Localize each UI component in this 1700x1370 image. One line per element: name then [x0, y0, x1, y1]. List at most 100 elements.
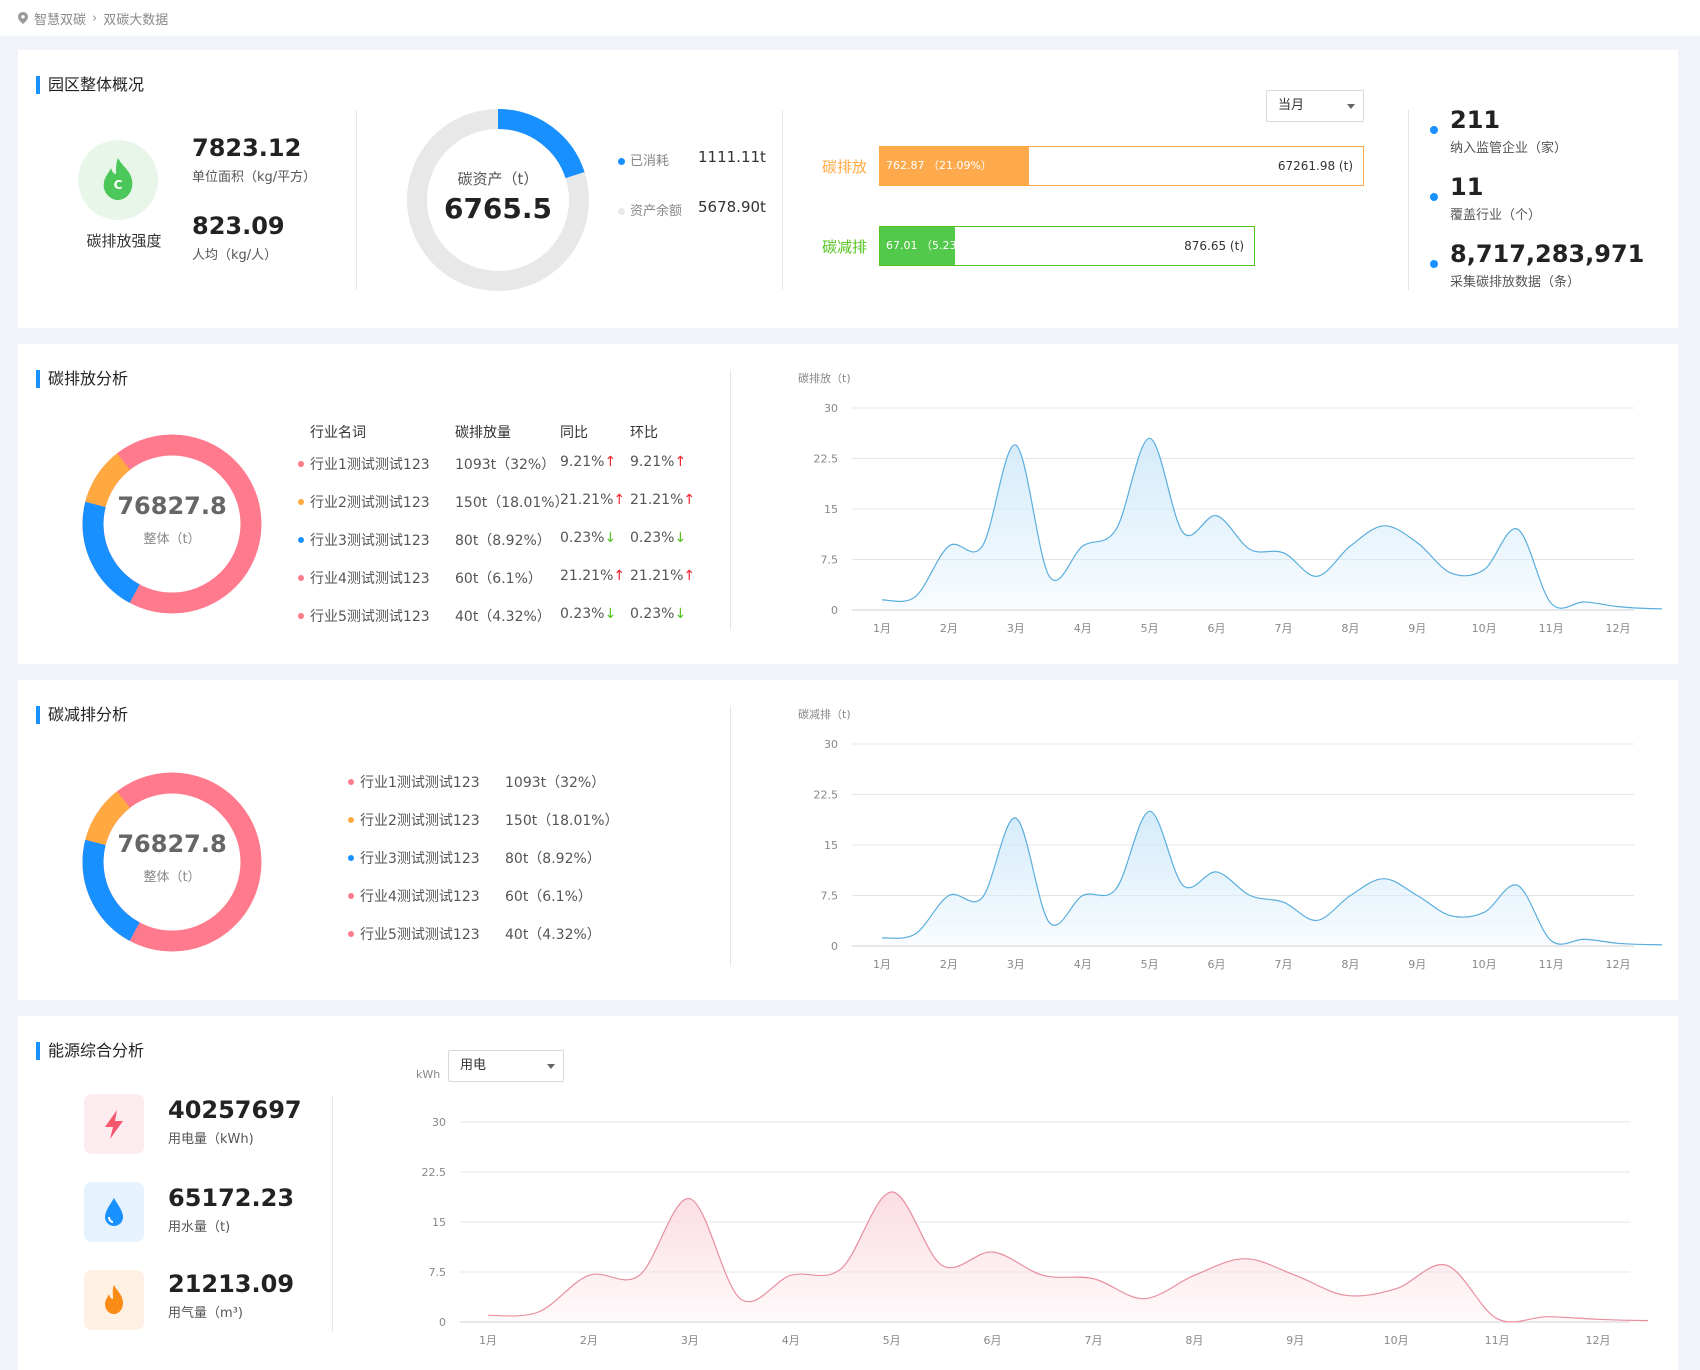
x-tick-label: 2月: [940, 622, 958, 635]
electricity-icon-box: [84, 1094, 144, 1154]
x-tick-label: 6月: [1208, 958, 1226, 971]
carbon-asset-gauge: [407, 109, 589, 291]
gas-label: 用气量（m³): [168, 1306, 243, 1321]
caret-down-icon: [547, 1064, 555, 1069]
period-select[interactable]: 当月: [1266, 90, 1364, 122]
arrow-up-icon: ↑: [674, 454, 687, 470]
x-tick-label: 6月: [1208, 622, 1226, 635]
y-tick-label: 7.5: [429, 1266, 447, 1279]
industry-name: 行业5测试测试123: [360, 927, 480, 943]
reduction-trend-chart: 碳减排（t) 0 7.5 15 22.5 30 1月 2月 3月 4月 5月 6月 7月 8月 9月 10月 1…: [798, 707, 1662, 971]
y-tick-label: 22.5: [814, 453, 839, 466]
emission-share-donut: [82, 434, 262, 614]
industry-amount: 80t（8.92%）: [455, 533, 551, 549]
arrow-up-icon: ↑: [613, 568, 626, 584]
per-area-label: 单位面积（kg/平方）: [192, 170, 317, 185]
emission-donut-label: 整体（t）: [143, 532, 201, 547]
x-tick-label: 7月: [1274, 958, 1292, 971]
x-tick-label: 4月: [782, 1334, 800, 1347]
divider: [356, 110, 357, 290]
lightning-icon: [105, 1110, 123, 1139]
consumed-legend: 已消耗: [618, 150, 669, 169]
industry-mom: 0.23%↓: [630, 530, 687, 546]
stat-industries: 11 覆盖行业（个）: [1430, 173, 1542, 223]
arrow-up-icon: ↑: [683, 568, 696, 584]
balance-legend: 资产余额: [618, 200, 682, 219]
gas-value: 21213.09: [168, 1270, 295, 1298]
x-tick-label: 5月: [883, 1334, 901, 1347]
divider: [1408, 110, 1409, 290]
y-tick-label: 22.5: [814, 789, 839, 802]
intensity-label: 碳排放强度: [86, 232, 162, 250]
divider: [332, 1096, 333, 1332]
per-capita-value: 823.09: [192, 212, 285, 240]
industry-amount: 1093t（32%）: [505, 775, 606, 791]
breadcrumb: 智慧双碳 › 双碳大数据: [0, 0, 1700, 36]
x-tick-label: 2月: [580, 1334, 598, 1347]
energy-title: 能源综合分析: [36, 1042, 144, 1060]
legend-dot: [298, 499, 304, 505]
stat-value: 8,717,283,971: [1450, 240, 1645, 268]
breadcrumb-home[interactable]: 智慧双碳: [34, 12, 87, 28]
energy-type-select[interactable]: 用电: [448, 1050, 564, 1082]
stat-dot: [1430, 193, 1438, 201]
x-tick-label: 10月: [1472, 958, 1497, 971]
x-tick-label: 3月: [1007, 958, 1025, 971]
legend-dot: [348, 855, 354, 861]
arrow-up-icon: ↑: [683, 492, 696, 508]
reduction-industry-list: 行业1测试测试123 1093t（32%） 行业2测试测试123 150t（18…: [18, 680, 718, 1000]
chevron-right-icon: ›: [92, 10, 98, 26]
industry-yoy: 0.23%↓: [560, 530, 617, 546]
stat-label: 覆盖行业（个）: [1450, 208, 1542, 223]
industry-mom: 21.21%↑: [630, 492, 696, 508]
emission-donut-value: 76827.8: [117, 492, 227, 520]
reduction-analysis-panel: 碳减排分析 76827.8 整体（t） 行业1测试测试123 1093t（32%…: [18, 680, 1678, 1000]
industry-name: 行业1测试测试123: [360, 775, 480, 791]
y-axis-label: kWh: [416, 1068, 440, 1081]
period-select-value: 当月: [1278, 98, 1305, 113]
emission-analysis-panel: 碳排放分析 76827.8 整体（t） 行业名词 碳排放量 同比 环比 行业1测…: [18, 344, 1678, 664]
location-pin-icon: [18, 12, 28, 24]
caret-down-icon: [1347, 104, 1355, 109]
arrow-up-icon: ↑: [604, 454, 617, 470]
industry-amount: 1093t（32%）: [455, 457, 556, 473]
industry-yoy: 21.21%↑: [560, 568, 626, 584]
x-tick-label: 11月: [1485, 1334, 1510, 1347]
series-area: [488, 1191, 1648, 1322]
industry-yoy: 21.21%↑: [560, 492, 626, 508]
divider: [782, 110, 783, 290]
series-line: [881, 810, 1662, 946]
arrow-down-icon: ↓: [674, 530, 687, 546]
x-tick-label: 6月: [984, 1334, 1002, 1347]
balance-dot: [618, 208, 625, 215]
industry-amount: 150t（18.01%）: [455, 495, 569, 511]
stat-label: 采集碳排放数据（条）: [1450, 275, 1581, 290]
y-tick-label: 22.5: [422, 1166, 447, 1179]
header-industry: 行业名词: [310, 425, 366, 441]
header-amount: 碳排放量: [455, 425, 511, 441]
arrow-down-icon: ↓: [604, 530, 617, 546]
x-tick-label: 12月: [1606, 958, 1631, 971]
asset-gauge-consumed-arc: [407, 109, 589, 291]
svg-text:C: C: [114, 178, 123, 192]
legend-dot: [298, 537, 304, 543]
industry-yoy: 0.23%↓: [560, 606, 617, 622]
electricity-value: 40257697: [168, 1096, 302, 1124]
y-tick-label: 30: [824, 402, 838, 415]
series-area: [882, 811, 1662, 946]
emission-bar-fill: 762.87 （21.09%）: [880, 147, 1029, 185]
industry-name: 行业3测试测试123: [360, 851, 480, 867]
water-drop-icon: [105, 1198, 123, 1226]
x-tick-label: 12月: [1586, 1334, 1611, 1347]
x-tick-label: 11月: [1539, 622, 1564, 635]
x-tick-label: 10月: [1472, 622, 1497, 635]
industry-name: 行业1测试测试123: [310, 457, 430, 473]
industry-name: 行业2测试测试123: [310, 495, 430, 511]
industry-amount: 60t（6.1%）: [505, 889, 592, 905]
industry-name: 行业5测试测试123: [310, 609, 430, 625]
header-mom: 环比: [630, 425, 658, 441]
industry-mom: 21.21%↑: [630, 568, 696, 584]
arrow-down-icon: ↓: [604, 606, 617, 622]
series-area: [882, 438, 1662, 610]
water-icon-box: [84, 1182, 144, 1242]
